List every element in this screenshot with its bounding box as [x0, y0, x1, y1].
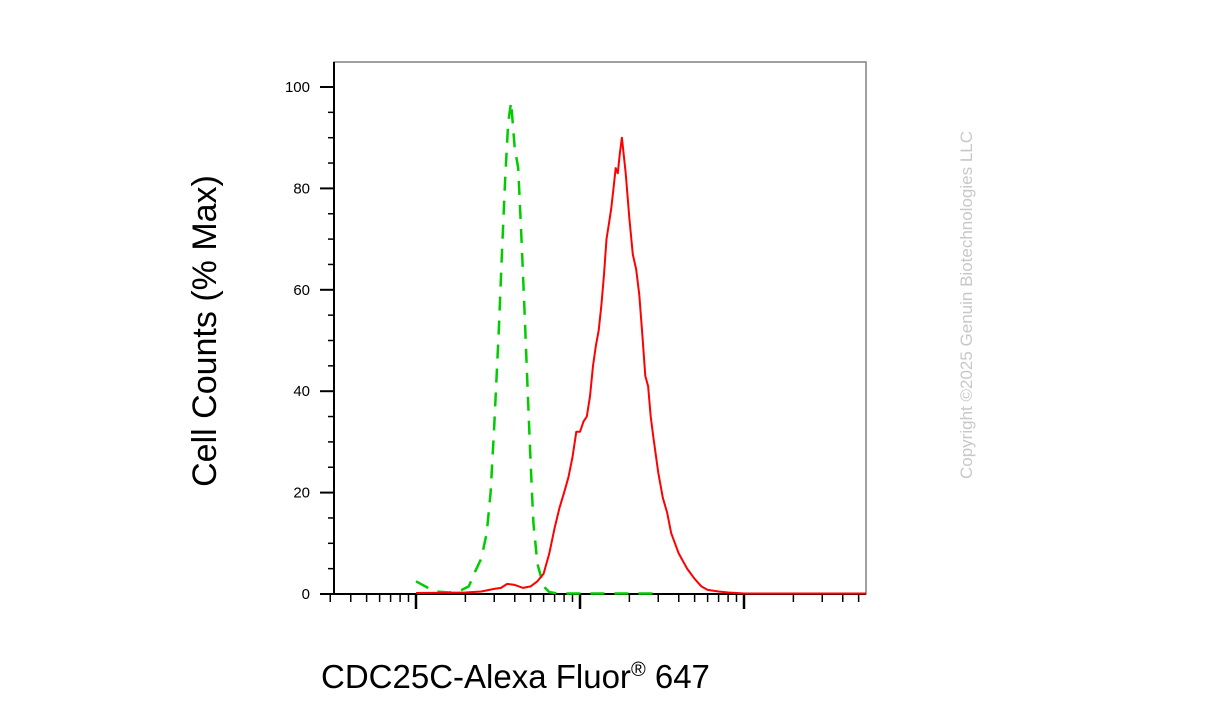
x-axis-title-superscript: ® [631, 659, 646, 681]
y-tick-label: 80 [293, 180, 310, 197]
x-axis-title-main: CDC25C-Alexa Fluor [321, 658, 631, 695]
x-axis-title-suffix: 647 [646, 658, 710, 695]
y-tick-label: 0 [302, 586, 310, 603]
x-axis-title: CDC25C-Alexa Fluor® 647 [321, 658, 710, 695]
y-tick-label: 40 [293, 383, 310, 400]
x-axis-ticks [329, 594, 860, 609]
y-axis-ticks: 0 20 40 60 80 100 [285, 79, 334, 603]
series-layer [415, 100, 866, 595]
y-tick-label: 20 [293, 485, 310, 502]
y-tick-label: 60 [293, 282, 310, 299]
copyright-watermark: Copyright ©2025 Genuin Biotechnologies L… [957, 131, 976, 479]
plot-frame [333, 61, 867, 595]
control-series-line [415, 100, 659, 595]
sample-series-line [415, 136, 866, 595]
y-axis-title: Cell Counts (% Max) [186, 175, 224, 487]
y-tick-label: 100 [285, 79, 310, 96]
